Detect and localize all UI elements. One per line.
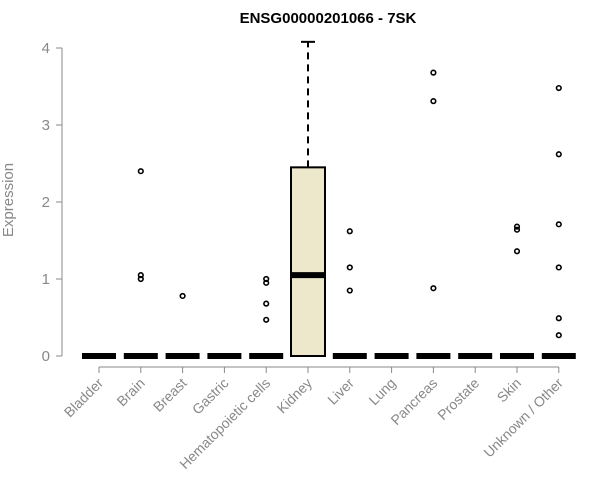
outlier-point [555,221,562,228]
x-tick-label: Unknown / Other [480,375,566,461]
outlier-point [555,315,562,322]
y-tick-label: 3 [42,117,50,134]
outlier-point [346,287,353,294]
outlier-point [430,98,437,105]
chart-title: ENSG00000201066 - 7SK [240,10,417,27]
outlier-point [179,292,186,300]
x-tick-label: Lung [365,375,398,408]
y-tick-label: 1 [42,271,50,288]
x-tick-label: Liver [324,375,357,408]
x-tick-label: Prostate [434,375,482,423]
y-tick-label: 4 [42,40,50,57]
axes [56,47,560,373]
x-tick-label: Kidney [274,375,316,417]
outlier-point [555,84,562,92]
x-tick-label: Bladder [61,375,107,421]
x-tick-label: Breast [150,375,190,415]
box-iqr [290,166,326,357]
x-tick-label: Brain [113,375,147,409]
outlier-point [263,300,270,307]
outlier-point [555,332,562,339]
y-tick-label: 0 [42,348,50,365]
outlier-point [137,275,144,283]
outlier-point [346,264,353,271]
outlier-point [430,69,437,76]
outlier-point [263,279,270,286]
outlier-point [513,248,521,255]
outlier-point [263,316,270,323]
outlier-point [137,168,144,175]
x-tick-label: Skin [494,375,525,406]
outlier-point [430,285,437,292]
outlier-point [555,151,562,158]
outlier-point [555,264,562,271]
outlier-point [513,223,521,230]
y-tick-label: 2 [42,194,50,211]
plot-marks [82,40,576,359]
outlier-point [513,226,521,233]
y-axis-label: Expression [0,163,17,237]
outlier-point [346,228,353,235]
